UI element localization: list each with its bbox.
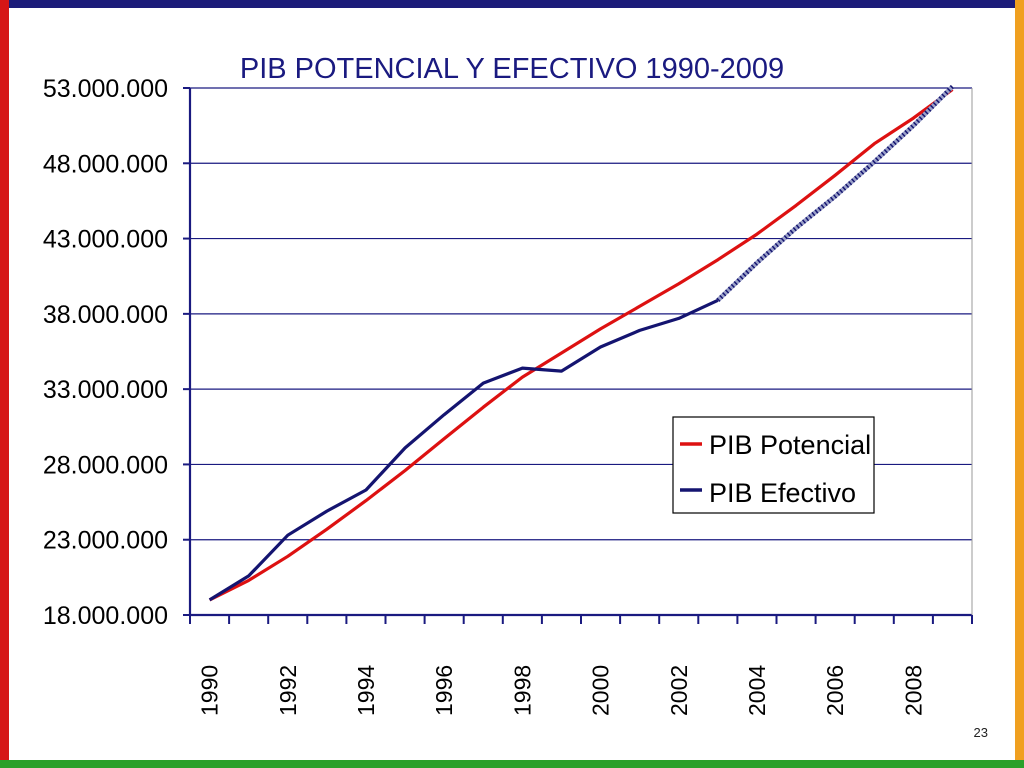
- series-line-efectivo: [208, 298, 719, 602]
- x-axis-ticks: 1990 1992 1994 1996 1998 2000 2002 2004 2006 2008: [189, 615, 973, 716]
- x-tick-label: 2000: [588, 665, 614, 716]
- legend: PIB Potencial PIB Efectivo: [672, 416, 875, 514]
- series-line-efectivo-forecast-hatch: [716, 84, 955, 302]
- series-line-efectivo-forecast: [716, 84, 955, 302]
- slide-right-border: [1015, 0, 1024, 768]
- y-tick-label: 18.000.000: [43, 602, 168, 630]
- x-tick-label: 1998: [509, 665, 535, 716]
- slide-bottom-border: [0, 760, 1024, 768]
- x-tick-label: 1996: [431, 665, 457, 716]
- series-line-potencial: [208, 88, 954, 602]
- legend-box: [672, 416, 875, 514]
- y-tick-label: 28.000.000: [43, 451, 168, 479]
- x-tick-label: 2006: [822, 665, 848, 716]
- y-axis-ticks: 18.000.000 23.000.000 28.000.000 33.000.000…: [43, 75, 190, 630]
- x-tick-label: 1994: [353, 665, 379, 716]
- x-tick-label: 1992: [275, 665, 301, 716]
- chart-title: PIB POTENCIAL Y EFECTIVO 1990-2009: [240, 53, 784, 85]
- x-tick-label: 2004: [744, 665, 770, 716]
- x-tick-label: 2008: [900, 665, 926, 716]
- slide-top-border: [0, 0, 1024, 8]
- x-tick-label: 1990: [197, 665, 223, 716]
- axes: [188, 88, 973, 617]
- y-tick-label: 53.000.000: [43, 75, 168, 103]
- x-tick-label: 2002: [666, 665, 692, 716]
- y-tick-label: 23.000.000: [43, 527, 168, 555]
- y-tick-label: 48.000.000: [43, 150, 168, 178]
- slide-left-border: [0, 0, 9, 768]
- y-tick-label: 33.000.000: [43, 376, 168, 404]
- y-tick-label: 43.000.000: [43, 226, 168, 254]
- legend-label-efectivo: PIB Efectivo: [709, 478, 856, 508]
- legend-label-potencial: PIB Potencial: [709, 430, 871, 460]
- series-lines: [208, 84, 955, 602]
- page-number: 23: [973, 725, 988, 740]
- y-tick-label: 38.000.000: [43, 301, 168, 329]
